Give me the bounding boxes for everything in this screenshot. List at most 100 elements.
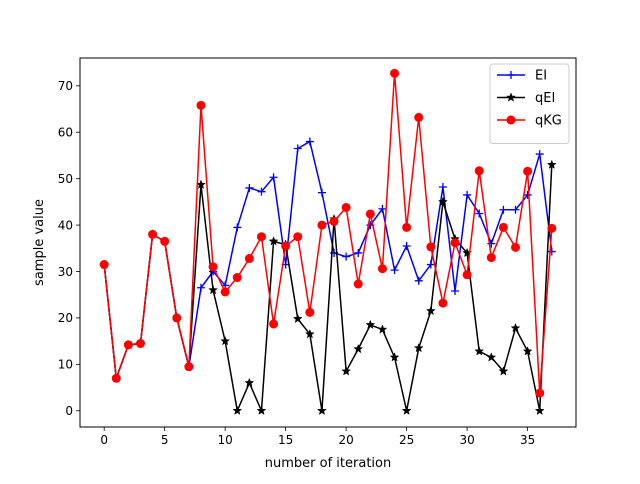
x-tick-label: 5 [161, 433, 169, 447]
x-axis-ticks: 0 5 10 15 20 25 30 35 [100, 427, 535, 447]
data-point-ei [196, 283, 205, 292]
data-point-ei [390, 266, 399, 275]
y-tick-label: 20 [58, 311, 73, 325]
y-tick-label: 50 [58, 172, 73, 186]
legend-label-qkg: qKG [535, 114, 562, 129]
y-tick-label: 10 [58, 358, 73, 372]
legend-box [489, 63, 570, 144]
data-point-ei [463, 190, 472, 199]
data-point-ei [233, 223, 242, 232]
data-point-ei [523, 190, 532, 199]
data-point-qkg [438, 298, 448, 308]
y-tick-label: 70 [58, 79, 73, 93]
data-point-qkg [281, 241, 291, 251]
data-point-qkg [99, 260, 109, 270]
y-tick-label: 0 [65, 404, 73, 418]
data-point-ei [511, 205, 520, 214]
data-point-ei [535, 150, 544, 159]
legend-label-qei: qEI [535, 91, 555, 106]
legend-marker-qei [506, 92, 516, 102]
x-tick-label: 35 [520, 433, 535, 447]
data-point-qkg [402, 222, 412, 232]
data-point-ei [451, 287, 460, 296]
data-point-qkg [208, 262, 218, 272]
data-point-ei [499, 205, 508, 214]
y-tick-label: 60 [58, 126, 73, 140]
data-point-qkg [317, 220, 327, 230]
data-point-qkg [523, 166, 533, 176]
data-point-qkg [341, 202, 351, 212]
data-point-qei [498, 366, 509, 376]
x-tick-label: 10 [218, 433, 233, 447]
series-layer [99, 68, 557, 415]
x-tick-label: 25 [399, 433, 414, 447]
data-point-qei [256, 405, 267, 415]
data-point-ei [257, 187, 266, 196]
data-point-ei [354, 248, 363, 257]
axes-frame [79, 57, 577, 428]
y-axis-label: sample value [32, 199, 47, 286]
data-point-qei [510, 322, 521, 333]
data-point-qei [377, 324, 388, 334]
data-point-qkg [377, 264, 387, 274]
data-point-ei [317, 188, 326, 197]
data-point-qkg [184, 362, 194, 372]
data-point-qkg [111, 373, 121, 383]
x-tick-label: 20 [339, 433, 354, 447]
series-qkg [99, 68, 557, 398]
data-point-qkg [269, 319, 279, 329]
data-point-qei [232, 405, 243, 415]
data-point-qkg [535, 388, 545, 398]
legend-item-qkg: qKG [497, 114, 562, 129]
data-point-qei [522, 346, 533, 356]
data-point-qkg [511, 242, 521, 252]
data-point-qkg [414, 112, 424, 122]
data-point-qkg [474, 166, 484, 176]
data-point-qkg [305, 307, 315, 317]
legend-label-ei: EI [535, 69, 547, 84]
data-point-ei [438, 183, 447, 192]
data-point-qkg [172, 313, 182, 323]
data-point-qkg [365, 209, 375, 219]
data-point-qkg [196, 100, 206, 110]
y-tick-label: 40 [58, 218, 73, 232]
data-point-qkg [498, 222, 508, 232]
data-point-qei [268, 236, 279, 246]
data-point-ei [269, 173, 278, 182]
data-point-qkg [160, 236, 170, 246]
legend: EI qEI qKG [489, 63, 570, 144]
data-point-qei [486, 352, 497, 362]
data-point-qkg [135, 338, 145, 348]
x-tick-label: 30 [459, 433, 474, 447]
data-point-qkg [256, 232, 266, 242]
data-point-qei [292, 313, 303, 324]
data-point-qei [413, 342, 424, 353]
x-axis-label: number of iteration [265, 456, 391, 471]
data-point-ei [475, 209, 484, 218]
data-point-qkg [426, 242, 436, 252]
data-point-ei [402, 241, 411, 250]
x-tick-label: 0 [100, 433, 108, 447]
data-point-qei [341, 366, 352, 376]
data-point-qei [316, 405, 327, 415]
data-point-qkg [123, 340, 133, 350]
data-point-qei [534, 405, 545, 415]
data-point-qkg [329, 216, 339, 226]
data-point-qei [244, 377, 255, 388]
data-point-qkg [450, 238, 460, 248]
y-tick-label: 30 [58, 265, 73, 279]
data-point-qei [389, 352, 400, 362]
data-point-qei [425, 305, 436, 316]
data-point-ei [547, 247, 556, 256]
data-point-ei [293, 144, 302, 153]
data-point-qei [353, 343, 364, 354]
data-point-qkg [232, 273, 242, 283]
data-point-ei [245, 183, 254, 192]
y-axis-ticks: 0 10 20 30 40 50 60 70 [58, 79, 80, 418]
data-point-ei [342, 252, 351, 261]
data-point-qei [546, 159, 557, 169]
data-point-qei [208, 284, 219, 295]
data-point-qei [365, 319, 376, 330]
